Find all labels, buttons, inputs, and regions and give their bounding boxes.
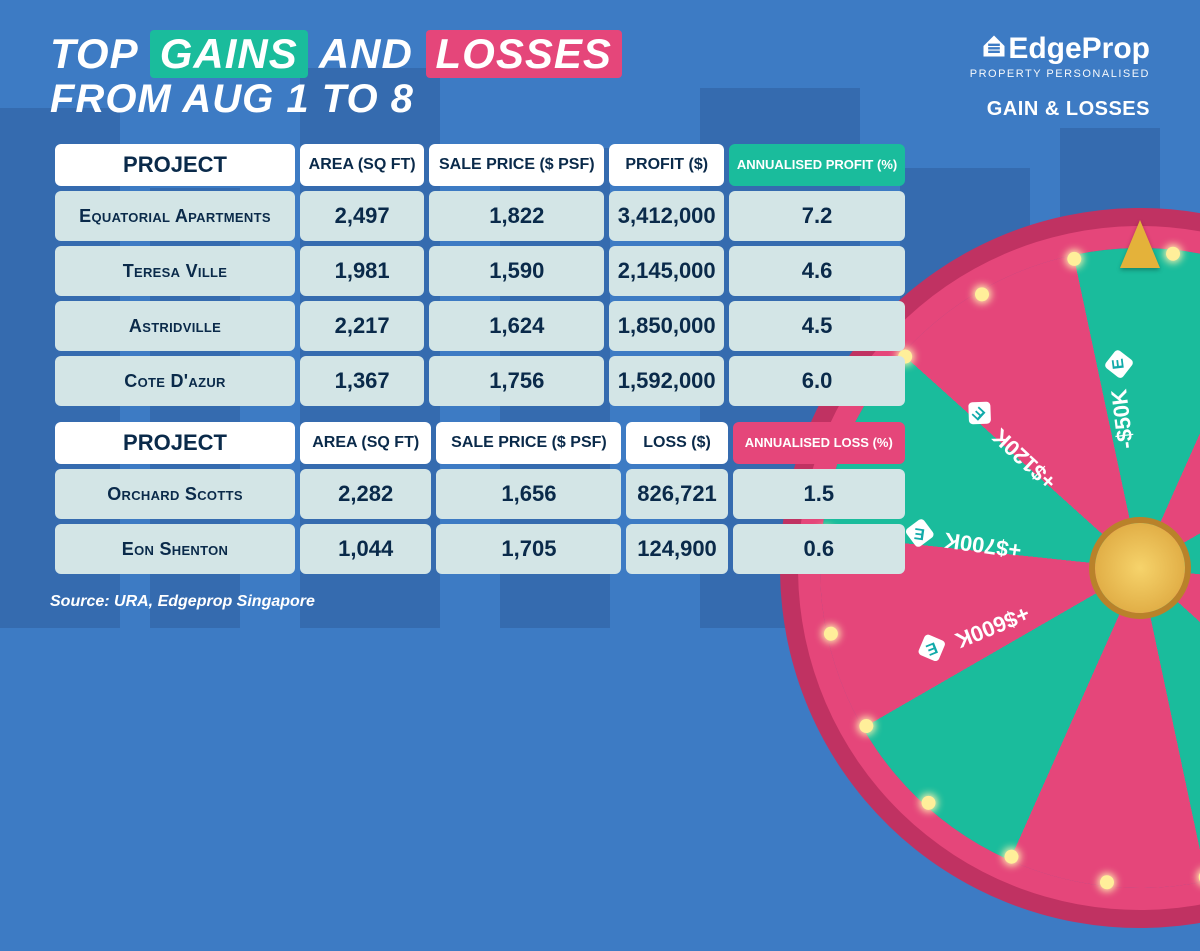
table-row: Cote D'azur1,3671,7561,592,0006.0 (55, 356, 905, 406)
col-project: PROJECT (55, 144, 295, 186)
table-row: Eon Shenton1,0441,705124,9000.6 (55, 524, 905, 574)
gains-table: PROJECT AREA (SQ FT) SALE PRICE ($ PSF) … (50, 139, 910, 411)
wheel-lamp (858, 718, 875, 735)
col-project: PROJECT (55, 422, 295, 464)
logo-subtitle: GAIN & LOSSES (970, 98, 1150, 121)
source-citation: Source: URA, Edgeprop Singapore (50, 593, 910, 611)
logo-text: EdgeProp (1008, 32, 1150, 65)
table-row: Orchard Scotts2,2821,656826,7211.5 (55, 469, 905, 519)
table-cell: 124,900 (626, 524, 727, 574)
col-price: SALE PRICE ($ PSF) (436, 422, 621, 464)
title-word-gains: GAINS (150, 30, 308, 78)
table-cell: 1,822 (429, 191, 604, 241)
table-cell: 1,705 (436, 524, 621, 574)
wheel-lamp (920, 795, 937, 812)
title-word-and: AND (319, 30, 413, 77)
col-area: AREA (SQ FT) (300, 144, 424, 186)
title-word-losses: LOSSES (426, 30, 622, 78)
table-cell: 0.6 (733, 524, 905, 574)
table-cell: 1,367 (300, 356, 424, 406)
title-date-range: FROM AUG 1 TO 8 (50, 78, 622, 120)
table-cell: Equatorial Apartments (55, 191, 295, 241)
table-cell: Teresa Ville (55, 246, 295, 296)
table-cell: 4.5 (729, 301, 905, 351)
table-cell: 1.5 (733, 469, 905, 519)
table-cell: Astridville (55, 301, 295, 351)
table-cell: 1,981 (300, 246, 424, 296)
table-cell: 1,590 (429, 246, 604, 296)
col-profit: PROFIT ($) (609, 144, 724, 186)
table-cell: 7.2 (729, 191, 905, 241)
table-cell: 2,282 (300, 469, 431, 519)
table-row: Astridville2,2171,6241,850,0004.5 (55, 301, 905, 351)
table-cell: Orchard Scotts (55, 469, 295, 519)
table-cell: 3,412,000 (609, 191, 724, 241)
logo-tagline: PROPERTY PERSONALISED (970, 68, 1150, 80)
table-row: Equatorial Apartments2,4971,8223,412,000… (55, 191, 905, 241)
brand-logo: EdgeProp PROPERTY PERSONALISED GAIN & LO… (970, 30, 1150, 121)
col-loss: LOSS ($) (626, 422, 727, 464)
table-cell: 4.6 (729, 246, 905, 296)
table-cell: 1,044 (300, 524, 431, 574)
col-annualised-profit: ANNUALISED PROFIT (%) (729, 144, 905, 186)
table-cell: 1,624 (429, 301, 604, 351)
table-cell: 1,756 (429, 356, 604, 406)
table-cell: 826,721 (626, 469, 727, 519)
table-cell: 2,217 (300, 301, 424, 351)
table-cell: 1,656 (436, 469, 621, 519)
losses-table: PROJECT AREA (SQ FT) SALE PRICE ($ PSF) … (50, 417, 910, 579)
logo-mark-icon (980, 32, 1008, 68)
wheel-lamp (1003, 848, 1020, 865)
page-title: TOP GAINS AND LOSSES FROM AUG 1 TO 8 (50, 30, 622, 120)
table-cell: 2,145,000 (609, 246, 724, 296)
table-cell: Eon Shenton (55, 524, 295, 574)
col-annualised-loss: ANNUALISED LOSS (%) (733, 422, 905, 464)
table-cell: 2,497 (300, 191, 424, 241)
table-cell: 1,850,000 (609, 301, 724, 351)
table-cell: Cote D'azur (55, 356, 295, 406)
col-area: AREA (SQ FT) (300, 422, 431, 464)
title-word-top: TOP (50, 30, 137, 77)
table-cell: 6.0 (729, 356, 905, 406)
wheel-lamp (1099, 874, 1116, 891)
table-cell: 1,592,000 (609, 356, 724, 406)
col-price: SALE PRICE ($ PSF) (429, 144, 604, 186)
table-row: Teresa Ville1,9811,5902,145,0004.6 (55, 246, 905, 296)
